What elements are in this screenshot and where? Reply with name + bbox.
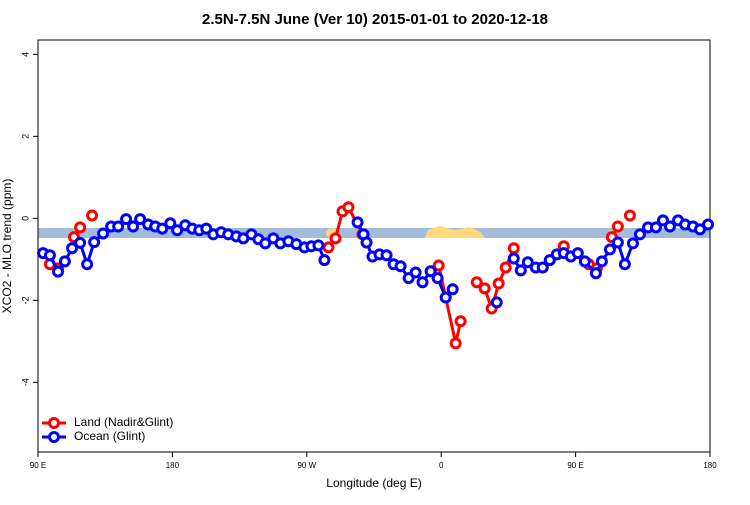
data-point bbox=[409, 266, 422, 279]
data-point bbox=[470, 276, 483, 289]
x-tick-label: 0 bbox=[439, 461, 444, 470]
data-point bbox=[351, 216, 364, 229]
x-axis-label: Longitude (deg E) bbox=[326, 476, 421, 490]
data-point bbox=[507, 242, 520, 255]
data-point bbox=[571, 247, 584, 260]
data-point bbox=[342, 201, 355, 214]
y-tick-label: 0 bbox=[20, 216, 30, 221]
data-point bbox=[578, 255, 591, 268]
data-point bbox=[603, 243, 616, 256]
data-point bbox=[394, 260, 407, 273]
data-point bbox=[431, 272, 444, 285]
data-point bbox=[618, 258, 631, 271]
legend-label: Ocean (Glint) bbox=[74, 429, 145, 443]
band bbox=[38, 228, 710, 238]
data-point bbox=[52, 265, 65, 278]
data-point bbox=[611, 236, 624, 249]
data-point bbox=[66, 242, 79, 255]
legend-marker bbox=[48, 431, 60, 443]
data-point bbox=[329, 232, 342, 245]
data-point bbox=[97, 227, 110, 240]
data-point bbox=[656, 214, 669, 227]
data-point bbox=[416, 276, 429, 289]
x-tick-label: 90 E bbox=[567, 461, 583, 470]
y-tick-label: -2 bbox=[20, 296, 30, 304]
data-point bbox=[58, 255, 71, 268]
data-point bbox=[171, 224, 184, 237]
data-point bbox=[446, 283, 459, 296]
data-point bbox=[478, 282, 491, 295]
y-tick-label: -4 bbox=[20, 378, 30, 386]
data-point bbox=[134, 213, 147, 226]
data-point bbox=[499, 261, 512, 274]
data-point bbox=[432, 259, 445, 272]
data-point bbox=[164, 217, 177, 230]
data-point bbox=[521, 256, 534, 269]
legend-marker bbox=[48, 417, 60, 429]
y-tick-label: 2 bbox=[20, 134, 30, 139]
data-point bbox=[626, 237, 639, 250]
plot-frame bbox=[37, 39, 711, 453]
data-point bbox=[536, 261, 549, 274]
data-point bbox=[74, 221, 87, 234]
data-point bbox=[454, 315, 467, 328]
y-tick-label: 4 bbox=[20, 52, 30, 57]
data-point bbox=[380, 249, 393, 262]
data-point bbox=[88, 236, 101, 249]
y-axis-label: XCO2 - MLO trend (ppm) bbox=[0, 179, 14, 314]
data-point bbox=[649, 221, 662, 234]
data-point bbox=[43, 249, 56, 262]
data-point bbox=[693, 223, 706, 236]
x-tick-label: 90 W bbox=[297, 461, 316, 470]
legend: Land (Nadir&Glint)Ocean (Glint) bbox=[42, 415, 173, 443]
data-point bbox=[492, 277, 505, 290]
x-tick-label: 90 E bbox=[30, 461, 46, 470]
x-tick-label: 180 bbox=[703, 461, 717, 470]
data-point bbox=[312, 239, 325, 252]
data-point bbox=[663, 220, 676, 233]
data-point bbox=[449, 337, 462, 350]
data-point bbox=[595, 255, 608, 268]
data-point bbox=[702, 218, 715, 231]
legend-label: Land (Nadir&Glint) bbox=[74, 415, 173, 429]
data-point bbox=[633, 228, 646, 241]
data-point bbox=[589, 267, 602, 280]
chart-title: 2.5N-7.5N June (Ver 10) 2015-01-01 to 20… bbox=[202, 11, 548, 28]
data-point bbox=[86, 209, 99, 222]
data-point bbox=[120, 213, 133, 226]
data-point bbox=[490, 296, 503, 309]
x-tick-label: 180 bbox=[166, 461, 180, 470]
data-point bbox=[112, 220, 125, 233]
data-point bbox=[81, 258, 94, 271]
data-point bbox=[259, 237, 272, 250]
data-point bbox=[318, 254, 331, 267]
data-point bbox=[424, 265, 437, 278]
data-point bbox=[439, 291, 452, 304]
data-point bbox=[611, 220, 624, 233]
land-patch bbox=[425, 226, 485, 238]
data-point bbox=[74, 236, 87, 249]
data-point bbox=[360, 236, 373, 249]
data-point bbox=[156, 222, 169, 235]
data-point bbox=[322, 241, 335, 254]
data-point bbox=[623, 209, 636, 222]
data-point bbox=[507, 252, 520, 265]
data-point bbox=[514, 264, 527, 277]
data-point bbox=[127, 220, 140, 233]
